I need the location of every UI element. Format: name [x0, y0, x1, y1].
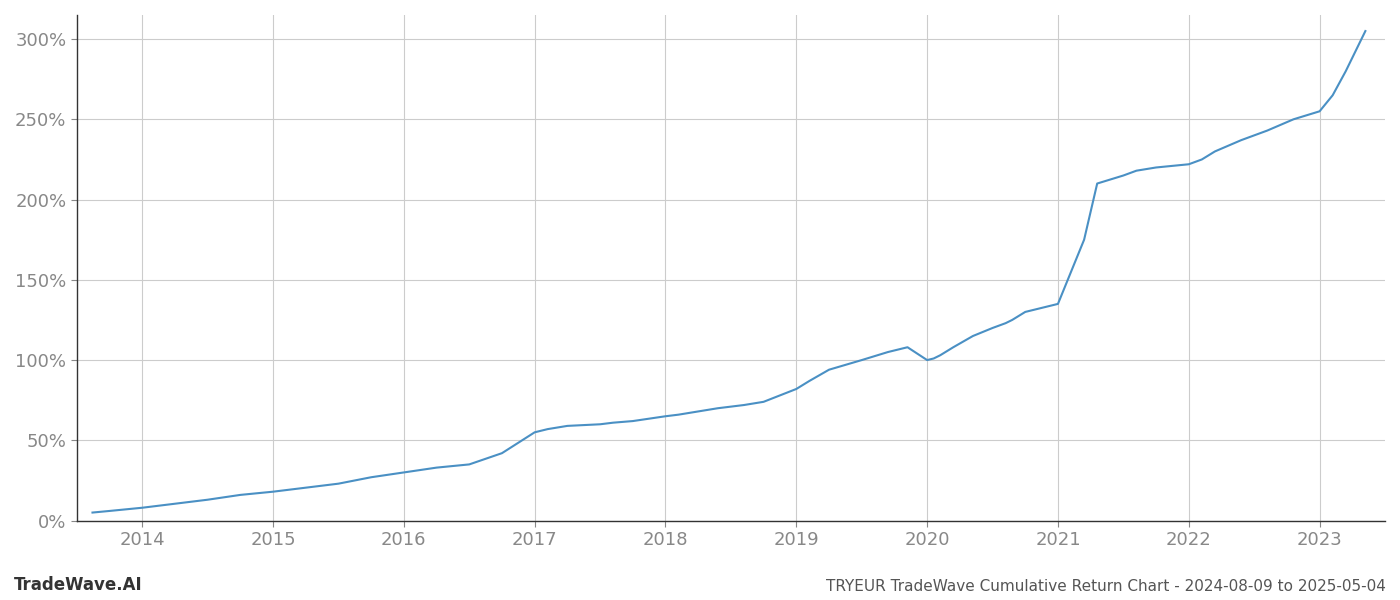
Text: TradeWave.AI: TradeWave.AI [14, 576, 143, 594]
Text: TRYEUR TradeWave Cumulative Return Chart - 2024-08-09 to 2025-05-04: TRYEUR TradeWave Cumulative Return Chart… [826, 579, 1386, 594]
